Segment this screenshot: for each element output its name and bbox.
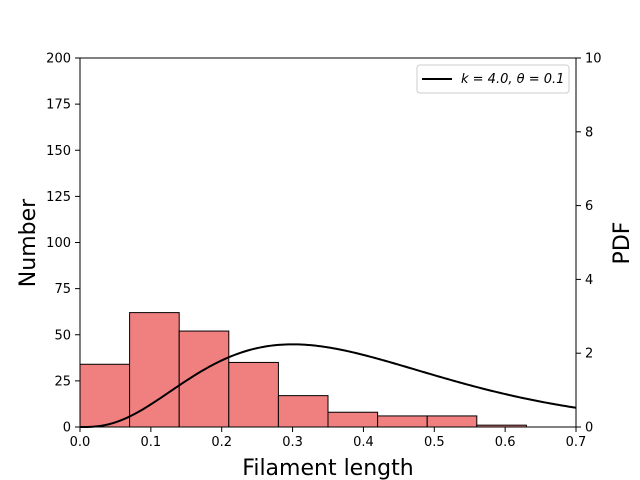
histogram-bar — [426, 415, 478, 428]
histogram-bar — [277, 395, 329, 428]
histogram-bar — [327, 411, 379, 428]
x-tick-label: 0.5 — [424, 435, 445, 450]
histogram-bar — [228, 361, 279, 428]
histogram-bars — [79, 312, 527, 428]
y-right-tick-label: 0 — [585, 421, 593, 436]
histogram-bar — [377, 415, 428, 428]
x-tick-label: 0.0 — [70, 435, 91, 450]
x-tick-label: 0.1 — [141, 435, 162, 450]
y-left-tick-label: 175 — [46, 98, 71, 113]
histogram-bar — [178, 330, 230, 428]
x-axis-ticks: 0.0 0.1 0.2 0.3 0.4 0.5 0.6 0.7 — [70, 427, 587, 450]
y-left-axis-label: Number — [16, 198, 41, 287]
y-right-tick-label: 10 — [585, 52, 602, 67]
y-left-tick-label: 75 — [54, 282, 71, 297]
y-right-axis-ticks: 0 2 4 6 8 10 — [576, 52, 602, 436]
x-tick-label: 0.3 — [282, 435, 303, 450]
x-tick-label: 0.4 — [353, 435, 374, 450]
y-left-tick-label: 0 — [63, 421, 71, 436]
y-right-tick-label: 6 — [585, 199, 593, 214]
x-axis-label: Filament length — [242, 456, 413, 480]
y-right-tick-label: 2 — [585, 347, 593, 362]
y-right-tick-label: 8 — [585, 125, 593, 140]
x-tick-label: 0.7 — [566, 435, 587, 450]
legend-entry-gamma: k = 4.0, θ = 0.1 — [461, 72, 564, 87]
y-left-tick-label: 50 — [54, 328, 71, 343]
y-left-axis-ticks: 0 25 50 75 100 125 150 175 200 — [46, 52, 80, 436]
legend: k = 4.0, θ = 0.1 — [416, 64, 570, 94]
y-left-tick-label: 100 — [46, 236, 71, 251]
y-right-tick-label: 4 — [585, 273, 593, 288]
y-right-axis-label: PDF — [610, 222, 635, 265]
legend-box — [416, 64, 570, 94]
x-tick-label: 0.2 — [211, 435, 232, 450]
histogram-bar — [129, 312, 180, 428]
y-left-tick-label: 200 — [46, 52, 71, 67]
pdf-curve — [80, 343, 577, 428]
histogram-bar — [79, 363, 131, 428]
y-left-tick-label: 25 — [54, 374, 71, 389]
y-left-tick-label: 125 — [46, 190, 71, 205]
x-tick-label: 0.6 — [495, 435, 516, 450]
y-left-tick-label: 150 — [46, 144, 71, 159]
